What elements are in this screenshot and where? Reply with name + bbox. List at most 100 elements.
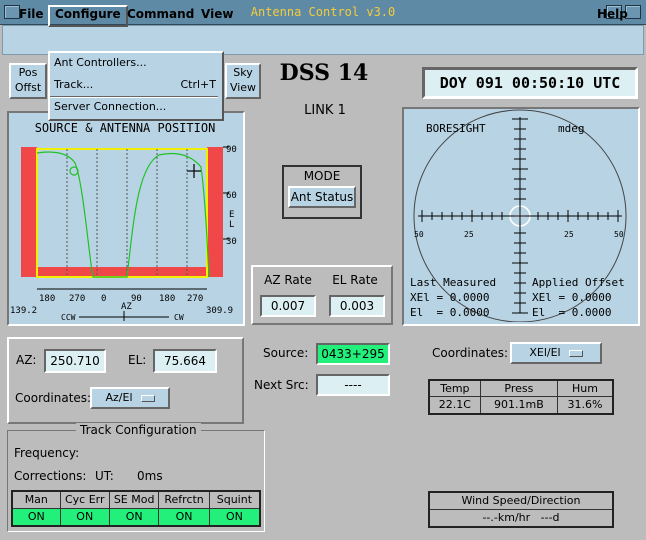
el-rate-value: 0.003 — [329, 295, 385, 317]
ao-xel-value: XEl = 0.0000 — [532, 291, 611, 304]
minimize-button[interactable] — [606, 5, 622, 19]
h-tick-minus25: 25 — [464, 230, 474, 239]
ant-status-button[interactable]: Ant Status — [288, 186, 356, 208]
az-tick-180b: 180 — [159, 294, 175, 304]
configure-dropdown: Ant Controllers... Track... Ctrl+T Server… — [48, 51, 224, 121]
boresight-coordinates-label: Coordinates: — [432, 346, 509, 360]
svg-text:E: E — [229, 210, 234, 220]
menu-item-track[interactable]: Track... Ctrl+T — [54, 78, 216, 91]
option-menu-indicator — [140, 394, 155, 402]
man-header: Man — [11, 490, 61, 509]
squint-toggle[interactable]: ON — [208, 507, 261, 527]
ut-label: UT: — [95, 469, 114, 483]
menu-file[interactable]: File — [19, 7, 44, 21]
cyc-err-toggle[interactable]: ON — [59, 507, 110, 527]
window-menu-button[interactable] — [4, 5, 20, 19]
refrctn-toggle[interactable]: ON — [158, 507, 210, 527]
h-tick-plus25: 25 — [564, 230, 574, 239]
boresight-title: BORESIGHT — [426, 122, 486, 135]
se-mod-header: SE Mod — [108, 490, 160, 509]
h-tick-minus50: 50 — [414, 230, 424, 239]
source-value: 0433+295 — [316, 343, 390, 365]
az-tick-90: 90 — [131, 294, 142, 304]
menu-command[interactable]: Command — [127, 7, 195, 21]
corrections-label: Corrections: — [14, 469, 87, 483]
menu-view[interactable]: View — [201, 7, 234, 21]
h-tick-plus50: 50 — [614, 230, 624, 239]
sky-view-button[interactable]: Sky View — [225, 63, 261, 99]
applied-offset-label: Applied Offset — [532, 276, 625, 289]
utc-clock: DOY 091 00:50:10 UTC — [422, 67, 638, 99]
source-label: Source: — [263, 346, 309, 360]
next-source-value: ---- — [316, 374, 390, 396]
menu-configure[interactable]: Configure — [48, 5, 128, 27]
menu-bar — [2, 25, 644, 55]
az-tick-270b: 270 — [187, 294, 203, 304]
el-rate-label: EL Rate — [332, 273, 378, 287]
squint-header: Squint — [208, 490, 261, 509]
boresight-units: mdeg — [558, 122, 585, 135]
sky-view-label-2: View — [229, 81, 257, 94]
coordinates-label: Coordinates: — [15, 391, 92, 405]
wind-table: Wind Speed/Direction --.-km/hr ---d — [428, 491, 614, 528]
maximize-button[interactable] — [625, 5, 641, 19]
window-title: Antenna Control v3.0 — [250, 5, 396, 19]
pos-offset-button[interactable]: Pos Offst — [9, 63, 47, 99]
ao-el-value: El = 0.0000 — [532, 306, 611, 319]
rates-panel — [251, 265, 393, 325]
lm-el-value: El = 0.0000 — [410, 306, 489, 319]
wind-value: --.-km/hr ---d — [428, 508, 614, 528]
boresight-coordinates-select[interactable]: XEl/El — [510, 342, 602, 364]
menu-item-ant-controllers[interactable]: Ant Controllers... — [54, 56, 147, 69]
az-label: AZ: — [16, 353, 37, 367]
man-toggle[interactable]: ON — [11, 507, 61, 527]
mode-title: MODE — [303, 169, 341, 183]
el-position-value: 75.664 — [153, 349, 217, 373]
wind-title: Wind Speed/Direction — [428, 491, 614, 510]
shortcut-ctrl-t: Ctrl+T — [180, 78, 216, 91]
menu-help[interactable]: Help — [597, 7, 628, 21]
el-tick-90: 90 — [226, 145, 237, 155]
az-rate-label: AZ Rate — [264, 273, 312, 287]
temp-header: Temp — [428, 379, 481, 397]
az-tick-270a: 270 — [69, 294, 85, 304]
az-el-plot[interactable]: 180 270 0 90 180 270 AZ 139.2 309.9 CCW … — [9, 137, 241, 321]
ccw-label: CCW — [61, 313, 76, 321]
station-name: DSS 14 — [279, 60, 369, 86]
ut-value: 0ms — [137, 469, 163, 483]
next-source-label: Next Src: — [254, 378, 309, 392]
link-label: LINK 1 — [304, 103, 346, 118]
coordinates-select[interactable]: Az/El — [90, 387, 170, 409]
sky-view-label-1: Sky — [233, 66, 253, 79]
weather-table: Temp Press Hum 22.1C 901.1mB 31.6% — [428, 379, 614, 415]
track-config-title: Track Configuration — [76, 423, 201, 437]
press-value: 901.1mB — [479, 395, 559, 415]
el-label: EL: — [128, 353, 147, 367]
temp-value: 22.1C — [428, 395, 481, 415]
az-tick-0: 0 — [101, 294, 106, 304]
az-tick-180a: 180 — [39, 294, 55, 304]
title-bar[interactable] — [0, 0, 646, 25]
el-tick-30: 30 — [226, 237, 237, 247]
mode-box: MODE Ant Status — [282, 165, 362, 219]
az-axis-label: AZ — [121, 302, 132, 312]
cw-label: CW — [174, 313, 184, 321]
boresight-plot[interactable]: BORESIGHT mdeg 50 25 25 50 Last Measured… — [404, 109, 636, 322]
frequency-label: Frequency: — [14, 446, 80, 460]
lm-xel-value: XEl = 0.0000 — [410, 291, 489, 304]
left-limit-label: 139.2 — [10, 306, 37, 316]
az-position-value: 250.710 — [44, 349, 106, 373]
az-rate-value: 0.007 — [260, 295, 316, 317]
svg-text:L: L — [229, 220, 234, 230]
refrctn-header: Refrctn — [158, 490, 210, 509]
press-header: Press — [479, 379, 559, 397]
menu-separator — [50, 96, 218, 98]
se-mod-toggle[interactable]: ON — [108, 507, 160, 527]
pos-offset-label-1: Pos — [18, 66, 38, 79]
hum-header: Hum — [557, 379, 614, 397]
pos-offset-label-2: Offst — [14, 81, 42, 94]
menu-item-server-connection[interactable]: Server Connection... — [54, 100, 167, 113]
right-limit-label: 309.9 — [206, 306, 233, 316]
el-tick-60: 60 — [226, 191, 237, 201]
hum-value: 31.6% — [557, 395, 614, 415]
